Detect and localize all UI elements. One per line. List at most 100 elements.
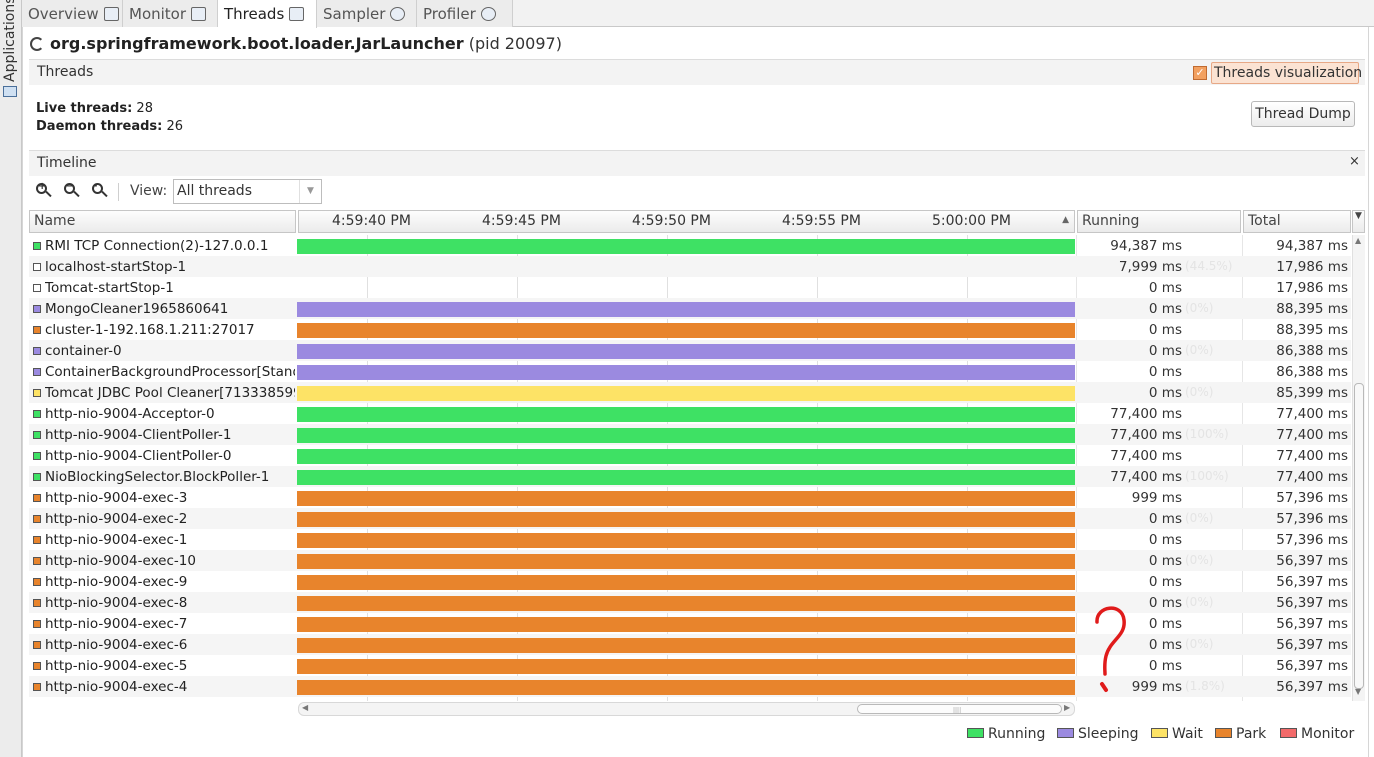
thread-state-swatch	[33, 662, 41, 670]
scroll-up-icon[interactable]: ▲	[1355, 236, 1362, 245]
thread-row[interactable]: http-nio-9004-exec-10 0 ms (0%) 56,397 ms	[29, 550, 1351, 571]
thread-row[interactable]: container-0 0 ms (0%) 86,388 ms	[29, 340, 1351, 361]
scroll-down-icon[interactable]: ▼	[1355, 687, 1362, 696]
running-time: 0 ms	[1148, 511, 1182, 527]
zoom-fit-icon[interactable]: ·	[91, 181, 109, 200]
checkbox-checked-icon[interactable]: ✓	[1193, 66, 1207, 80]
thread-row[interactable]: localhost-startStop-1 7,999 ms (44.5%) 17,9…	[29, 256, 1351, 277]
thread-state-swatch	[33, 641, 41, 649]
tab-profiler[interactable]: Profiler	[417, 0, 513, 27]
running-percent: (44.5%)	[1185, 259, 1233, 273]
thread-row[interactable]: http-nio-9004-exec-4 999 ms (1.8%) 56,397 m…	[29, 676, 1351, 697]
column-header-name-label: Name	[34, 213, 76, 229]
thread-row[interactable]: http-nio-9004-exec-3 999 ms 57,396 ms	[29, 487, 1351, 508]
vertical-scrollbar[interactable]: ▲ ▼	[1352, 235, 1365, 701]
legend-item-wait: Wait	[1151, 726, 1203, 742]
applications-sidebar-label[interactable]: Applications	[2, 0, 18, 82]
thread-name: http-nio-9004-exec-4	[45, 679, 188, 695]
total-time: 56,397 ms	[1276, 595, 1348, 611]
thread-name: http-nio-9004-exec-8	[45, 595, 188, 611]
running-time: 77,400 ms	[1110, 448, 1182, 464]
sort-ascending-icon[interactable]: ▲	[1062, 215, 1069, 225]
thread-row[interactable]: http-nio-9004-exec-7 0 ms 56,397 ms	[29, 613, 1351, 634]
thread-name: cluster-1-192.168.1.211:27017	[45, 322, 255, 338]
horizontal-scrollbar[interactable]: ◀ |||| ▶	[298, 702, 1075, 716]
threads-visualization-label: Threads visualization	[1214, 65, 1363, 81]
thread-row[interactable]: MongoCleaner1965860641 0 ms (0%) 88,395 ms	[29, 298, 1351, 319]
thread-row[interactable]: http-nio-9004-ClientPoller-1 77,400 ms (10…	[29, 424, 1351, 445]
thread-row[interactable]: Tomcat JDBC Pool Cleaner[713338599] 0 ms(…	[29, 382, 1351, 403]
running-time: 0 ms	[1148, 532, 1182, 548]
total-time: 77,400 ms	[1276, 427, 1348, 443]
thread-row[interactable]: http-nio-9004-exec-1 0 ms 57,396 ms	[29, 529, 1351, 550]
scroll-left-icon[interactable]: ◀	[302, 703, 309, 712]
thread-timeline-bar	[297, 638, 1075, 653]
total-time: 86,388 ms	[1276, 364, 1348, 380]
tab-monitor[interactable]: Monitor	[123, 0, 218, 27]
view-select[interactable]: All threads ▼	[173, 179, 322, 204]
column-header-running[interactable]: Running	[1077, 210, 1241, 233]
legend-label: Park	[1236, 726, 1267, 742]
thread-row[interactable]: ContainerBackgroundProcessor[StandardEng…	[29, 361, 1351, 382]
thread-timeline-bar	[297, 239, 1075, 254]
time-tick-label: 4:59:50 PM	[632, 213, 711, 229]
scroll-right-icon[interactable]: ▶	[1064, 703, 1071, 712]
running-time: 0 ms	[1148, 553, 1182, 569]
thread-name: container-0	[45, 343, 122, 359]
thread-timeline-bar	[297, 680, 1075, 695]
tab-overview-label: Overview	[28, 5, 99, 23]
tab-sampler[interactable]: Sampler	[317, 0, 417, 27]
thread-timeline-bar	[297, 302, 1075, 317]
close-icon[interactable]: ×	[1349, 154, 1360, 169]
thread-name: http-nio-9004-exec-3	[45, 490, 188, 506]
thread-row[interactable]: http-nio-9004-Acceptor-0 77,400 ms 77,400 …	[29, 403, 1351, 424]
running-percent: (0%)	[1185, 595, 1214, 609]
thread-dump-button[interactable]: Thread Dump	[1251, 101, 1355, 127]
total-time: 77,400 ms	[1276, 406, 1348, 422]
column-header-total[interactable]: Total	[1243, 210, 1351, 233]
thread-row[interactable]: http-nio-9004-exec-2 0 ms (0%) 57,396 ms	[29, 508, 1351, 529]
thread-name: http-nio-9004-exec-7	[45, 616, 188, 632]
thread-name: http-nio-9004-ClientPoller-1	[45, 427, 232, 443]
application-name: org.springframework.boot.loader.JarLaunc…	[50, 34, 464, 53]
zoom-in-icon[interactable]: +	[35, 181, 53, 200]
thread-row[interactable]: http-nio-9004-ClientPoller-0 77,400 ms 77,…	[29, 445, 1351, 466]
running-percent: (0%)	[1185, 511, 1214, 525]
thread-row[interactable]: Tomcat-startStop-1 0 ms 17,986 ms	[29, 277, 1351, 298]
thread-state-swatch	[33, 389, 41, 397]
thread-row[interactable]: http-nio-9004-exec-5 0 ms 56,397 ms	[29, 655, 1351, 676]
thread-row[interactable]: http-nio-9004-exec-9 0 ms 56,397 ms	[29, 571, 1351, 592]
running-time: 999 ms	[1131, 490, 1182, 506]
loading-icon	[30, 37, 44, 51]
thread-row[interactable]: http-nio-9004-exec-8 0 ms (0%) 56,397 ms	[29, 592, 1351, 613]
thread-row[interactable]: RMI TCP Connection(2)-127.0.0.1 94,387 ms…	[29, 235, 1351, 256]
column-chooser-icon[interactable]: ▼	[1352, 210, 1365, 233]
zoom-out-icon[interactable]: −	[63, 181, 81, 200]
thread-row[interactable]: http-nio-9004-exec-6 0 ms (0%) 56,397 ms	[29, 634, 1351, 655]
application-pid: (pid 20097)	[468, 34, 562, 53]
total-time: 57,396 ms	[1276, 490, 1348, 506]
running-percent: (100%)	[1185, 469, 1229, 483]
monitor-icon	[191, 7, 207, 21]
column-header-timeline[interactable]: 4:59:40 PM 4:59:45 PM 4:59:50 PM 4:59:55…	[298, 210, 1075, 233]
vertical-scroll-thumb[interactable]	[1354, 383, 1364, 689]
tab-threads-label: Threads	[224, 5, 285, 23]
view-label: View:	[130, 183, 168, 199]
threads-visualization-toggle[interactable]: ✓ Threads visualization	[1193, 62, 1363, 84]
thread-row[interactable]: NioBlockingSelector.BlockPoller-1 77,400 …	[29, 466, 1351, 487]
horizontal-scroll-thumb[interactable]: ||||	[857, 704, 1062, 714]
running-time: 0 ms	[1148, 658, 1182, 674]
running-time: 0 ms	[1148, 280, 1182, 296]
running-percent: (0%)	[1185, 301, 1214, 315]
column-header-name[interactable]: Name	[29, 210, 296, 233]
thread-state-swatch	[33, 305, 41, 313]
running-percent: (0%)	[1185, 553, 1214, 567]
thread-row[interactable]: cluster-1-192.168.1.211:27017 0 ms 88,395 …	[29, 319, 1351, 340]
running-time: 77,400 ms	[1110, 406, 1182, 422]
chevron-down-icon[interactable]: ▼	[299, 180, 321, 203]
applications-icon[interactable]	[3, 86, 17, 97]
tab-overview[interactable]: Overview	[22, 0, 123, 27]
tab-threads[interactable]: Threads	[218, 0, 317, 28]
thread-state-swatch	[33, 473, 41, 481]
thread-name: http-nio-9004-exec-2	[45, 511, 188, 527]
